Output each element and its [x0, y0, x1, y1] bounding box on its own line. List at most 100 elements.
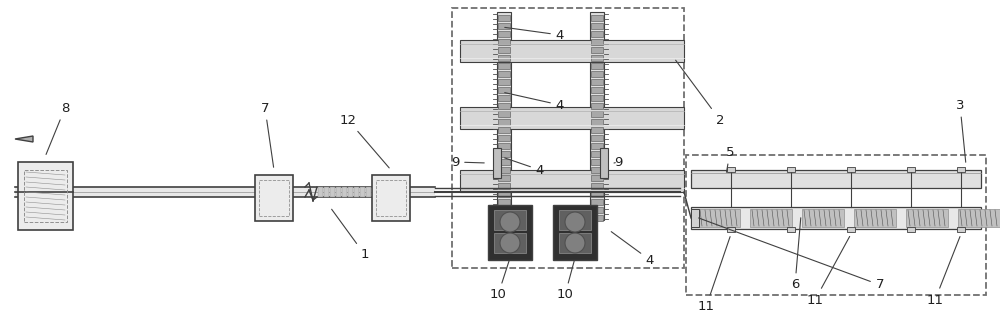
Bar	[360, 187, 365, 197]
Bar	[591, 87, 603, 93]
Bar	[498, 63, 510, 69]
Bar	[591, 71, 603, 77]
Bar	[452, 8, 684, 268]
Bar	[498, 199, 510, 205]
Bar	[591, 151, 603, 157]
Bar	[591, 111, 603, 117]
Bar	[958, 209, 1000, 227]
Bar	[787, 227, 795, 232]
Bar	[591, 23, 603, 29]
Bar	[498, 159, 510, 165]
Text: 2: 2	[676, 60, 724, 126]
Bar	[498, 55, 510, 61]
Circle shape	[500, 212, 520, 232]
Bar	[591, 143, 603, 149]
Bar	[591, 159, 603, 165]
Text: 9: 9	[451, 156, 484, 168]
Bar	[750, 209, 792, 227]
Bar	[727, 167, 735, 172]
Bar	[591, 215, 603, 221]
Text: 4: 4	[505, 158, 544, 176]
Bar	[336, 187, 341, 197]
Bar	[691, 170, 981, 188]
Bar	[498, 87, 510, 93]
Text: 1: 1	[332, 209, 369, 261]
Bar	[348, 187, 353, 197]
Bar	[498, 39, 510, 45]
Bar	[802, 209, 844, 227]
Bar	[498, 215, 510, 221]
Bar	[686, 155, 986, 295]
Bar	[460, 170, 684, 192]
Bar	[460, 40, 684, 62]
Bar	[376, 180, 406, 216]
Text: 7: 7	[699, 218, 884, 292]
Text: 6: 6	[791, 218, 801, 292]
Bar	[324, 187, 329, 197]
Bar	[691, 209, 699, 227]
Text: 8: 8	[46, 102, 69, 155]
Bar	[591, 175, 603, 181]
Bar	[907, 167, 915, 172]
Bar	[591, 47, 603, 53]
Bar	[591, 199, 603, 205]
Bar	[330, 187, 335, 197]
Bar	[727, 227, 735, 232]
Bar	[591, 103, 603, 109]
Bar	[460, 107, 684, 129]
Bar	[255, 175, 293, 221]
Polygon shape	[15, 136, 33, 142]
Text: 4: 4	[505, 93, 564, 112]
Bar	[698, 209, 740, 227]
Text: 11: 11	[806, 236, 850, 307]
Bar	[498, 175, 510, 181]
Bar	[498, 151, 510, 157]
Bar	[498, 31, 510, 37]
Text: 5: 5	[726, 146, 734, 172]
Circle shape	[565, 212, 585, 232]
Circle shape	[500, 233, 520, 253]
Bar	[498, 47, 510, 53]
Bar	[591, 119, 603, 125]
Bar	[591, 207, 603, 213]
Bar	[957, 167, 965, 172]
Bar	[854, 209, 896, 227]
Bar	[372, 175, 410, 221]
Bar	[498, 71, 510, 77]
Bar	[494, 210, 526, 230]
Bar	[498, 15, 510, 21]
Bar	[591, 39, 603, 45]
Bar	[498, 127, 510, 133]
Bar	[957, 227, 965, 232]
Text: 3: 3	[956, 99, 966, 162]
Text: 9: 9	[614, 156, 622, 168]
Bar	[591, 79, 603, 85]
Circle shape	[565, 233, 585, 253]
Bar	[591, 183, 603, 189]
Bar	[498, 207, 510, 213]
Bar	[342, 187, 347, 197]
Bar	[590, 12, 604, 220]
Text: 11: 11	[926, 237, 960, 307]
Text: 11: 11	[698, 237, 730, 313]
Bar	[488, 205, 532, 260]
Bar	[498, 23, 510, 29]
Bar	[498, 79, 510, 85]
Bar	[498, 111, 510, 117]
Bar	[906, 209, 948, 227]
Bar	[591, 191, 603, 197]
Bar	[498, 95, 510, 101]
Bar	[18, 162, 73, 230]
Bar	[591, 167, 603, 173]
Bar	[691, 207, 981, 229]
Bar	[559, 233, 591, 253]
Bar	[497, 12, 511, 220]
Bar	[259, 180, 289, 216]
Bar	[15, 187, 435, 197]
Bar	[591, 63, 603, 69]
Bar	[498, 183, 510, 189]
Bar	[847, 167, 855, 172]
Text: 4: 4	[611, 232, 654, 266]
Bar	[600, 148, 608, 178]
Bar	[318, 187, 323, 197]
